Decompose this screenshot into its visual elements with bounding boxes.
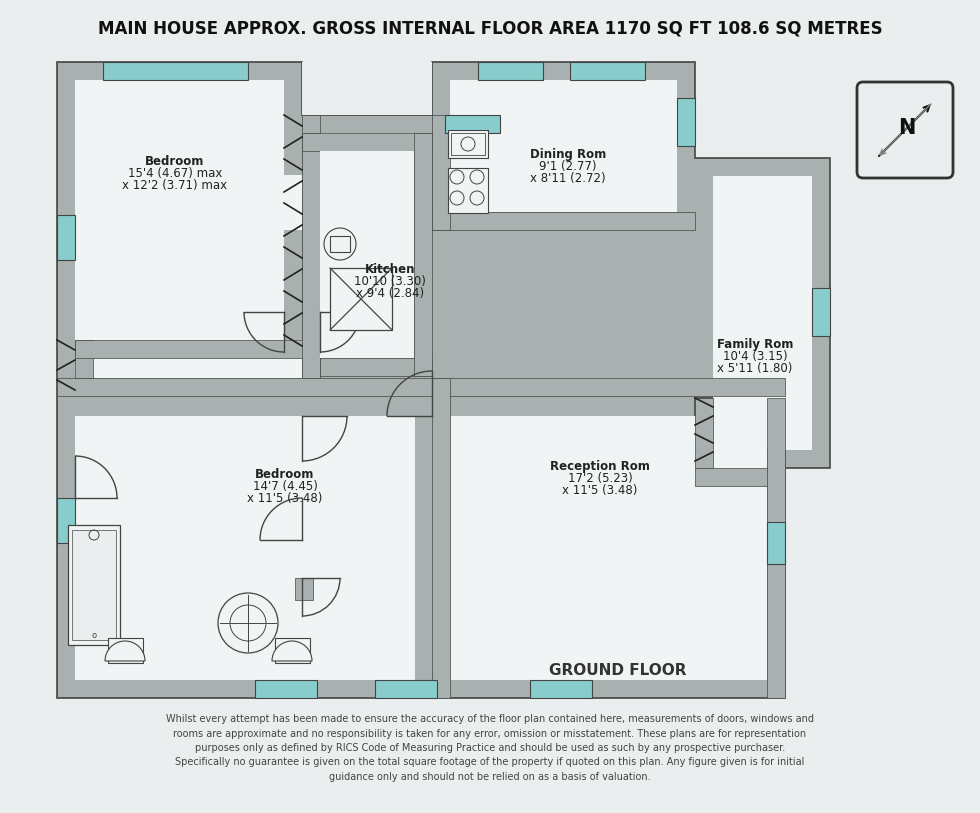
Wedge shape — [105, 641, 145, 661]
Text: x 9'4 (2.84): x 9'4 (2.84) — [356, 287, 424, 300]
Bar — [302, 133, 320, 378]
Bar — [320, 151, 336, 358]
Text: Bedroom: Bedroom — [145, 155, 205, 168]
Bar — [767, 398, 785, 698]
Bar — [302, 133, 432, 151]
Bar — [450, 80, 677, 212]
Bar — [57, 498, 75, 543]
Text: Reception Rom: Reception Rom — [550, 460, 650, 473]
Bar — [677, 98, 695, 146]
Bar — [108, 638, 143, 663]
Bar — [695, 398, 713, 468]
Wedge shape — [272, 641, 312, 661]
Bar — [450, 416, 767, 680]
Text: MAIN HOUSE APPROX. GROSS INTERNAL FLOOR AREA 1170 SQ FT 108.6 SQ METRES: MAIN HOUSE APPROX. GROSS INTERNAL FLOOR … — [98, 20, 882, 38]
Bar — [103, 62, 248, 80]
Bar — [432, 378, 450, 698]
Bar — [302, 62, 432, 115]
Text: N: N — [899, 118, 915, 138]
Bar — [72, 530, 116, 640]
Text: x 11'5 (3.48): x 11'5 (3.48) — [563, 484, 638, 497]
Text: Family Rom: Family Rom — [716, 338, 793, 351]
Bar — [320, 133, 414, 355]
Text: 14'7 (4.45): 14'7 (4.45) — [253, 480, 318, 493]
Bar — [320, 151, 414, 358]
Text: 10'4 (3.15): 10'4 (3.15) — [722, 350, 787, 363]
Bar — [255, 680, 317, 698]
Bar — [75, 340, 93, 378]
Text: Bedroom: Bedroom — [256, 468, 315, 481]
Bar — [432, 212, 695, 230]
Bar — [713, 176, 812, 450]
Bar — [570, 62, 645, 80]
Bar — [448, 168, 488, 213]
Text: o: o — [91, 631, 97, 640]
Text: 10'10 (3.30): 10'10 (3.30) — [354, 275, 426, 288]
Bar — [275, 638, 310, 663]
Bar — [414, 133, 432, 376]
Bar — [320, 358, 432, 376]
Bar — [451, 133, 485, 155]
Bar — [57, 378, 785, 396]
Bar — [330, 236, 350, 252]
Bar — [302, 115, 320, 378]
Text: 9'1 (2.77): 9'1 (2.77) — [539, 160, 597, 173]
Bar — [695, 468, 785, 486]
Bar — [295, 578, 313, 600]
Bar — [445, 115, 500, 133]
Text: Whilst every attempt has been made to ensure the accuracy of the floor plan cont: Whilst every attempt has been made to en… — [166, 714, 814, 782]
Polygon shape — [57, 62, 830, 698]
Bar — [767, 522, 785, 564]
Polygon shape — [75, 80, 320, 340]
Text: Dining Rom: Dining Rom — [530, 148, 606, 161]
Text: x 11'5 (3.48): x 11'5 (3.48) — [247, 492, 322, 505]
Bar — [57, 215, 75, 260]
Bar — [75, 340, 303, 378]
Bar — [75, 80, 284, 340]
Bar — [448, 130, 488, 158]
Text: Kitchen: Kitchen — [365, 263, 416, 276]
Bar — [75, 416, 415, 680]
Bar — [432, 115, 450, 230]
Text: x 12'2 (3.71) max: x 12'2 (3.71) max — [122, 179, 227, 192]
Text: GROUND FLOOR: GROUND FLOOR — [549, 663, 687, 677]
Text: x 5'11 (1.80): x 5'11 (1.80) — [717, 362, 793, 375]
Bar — [478, 62, 543, 80]
Bar — [812, 288, 830, 336]
Bar — [330, 268, 392, 330]
Text: 17'2 (5.23): 17'2 (5.23) — [567, 472, 632, 485]
Circle shape — [324, 228, 356, 260]
Text: x 8'11 (2.72): x 8'11 (2.72) — [530, 172, 606, 185]
Bar — [375, 680, 437, 698]
Bar — [530, 680, 592, 698]
Text: 15'4 (4.67) max: 15'4 (4.67) max — [127, 167, 222, 180]
Circle shape — [218, 593, 278, 653]
Bar — [68, 525, 120, 645]
Bar — [75, 340, 303, 358]
